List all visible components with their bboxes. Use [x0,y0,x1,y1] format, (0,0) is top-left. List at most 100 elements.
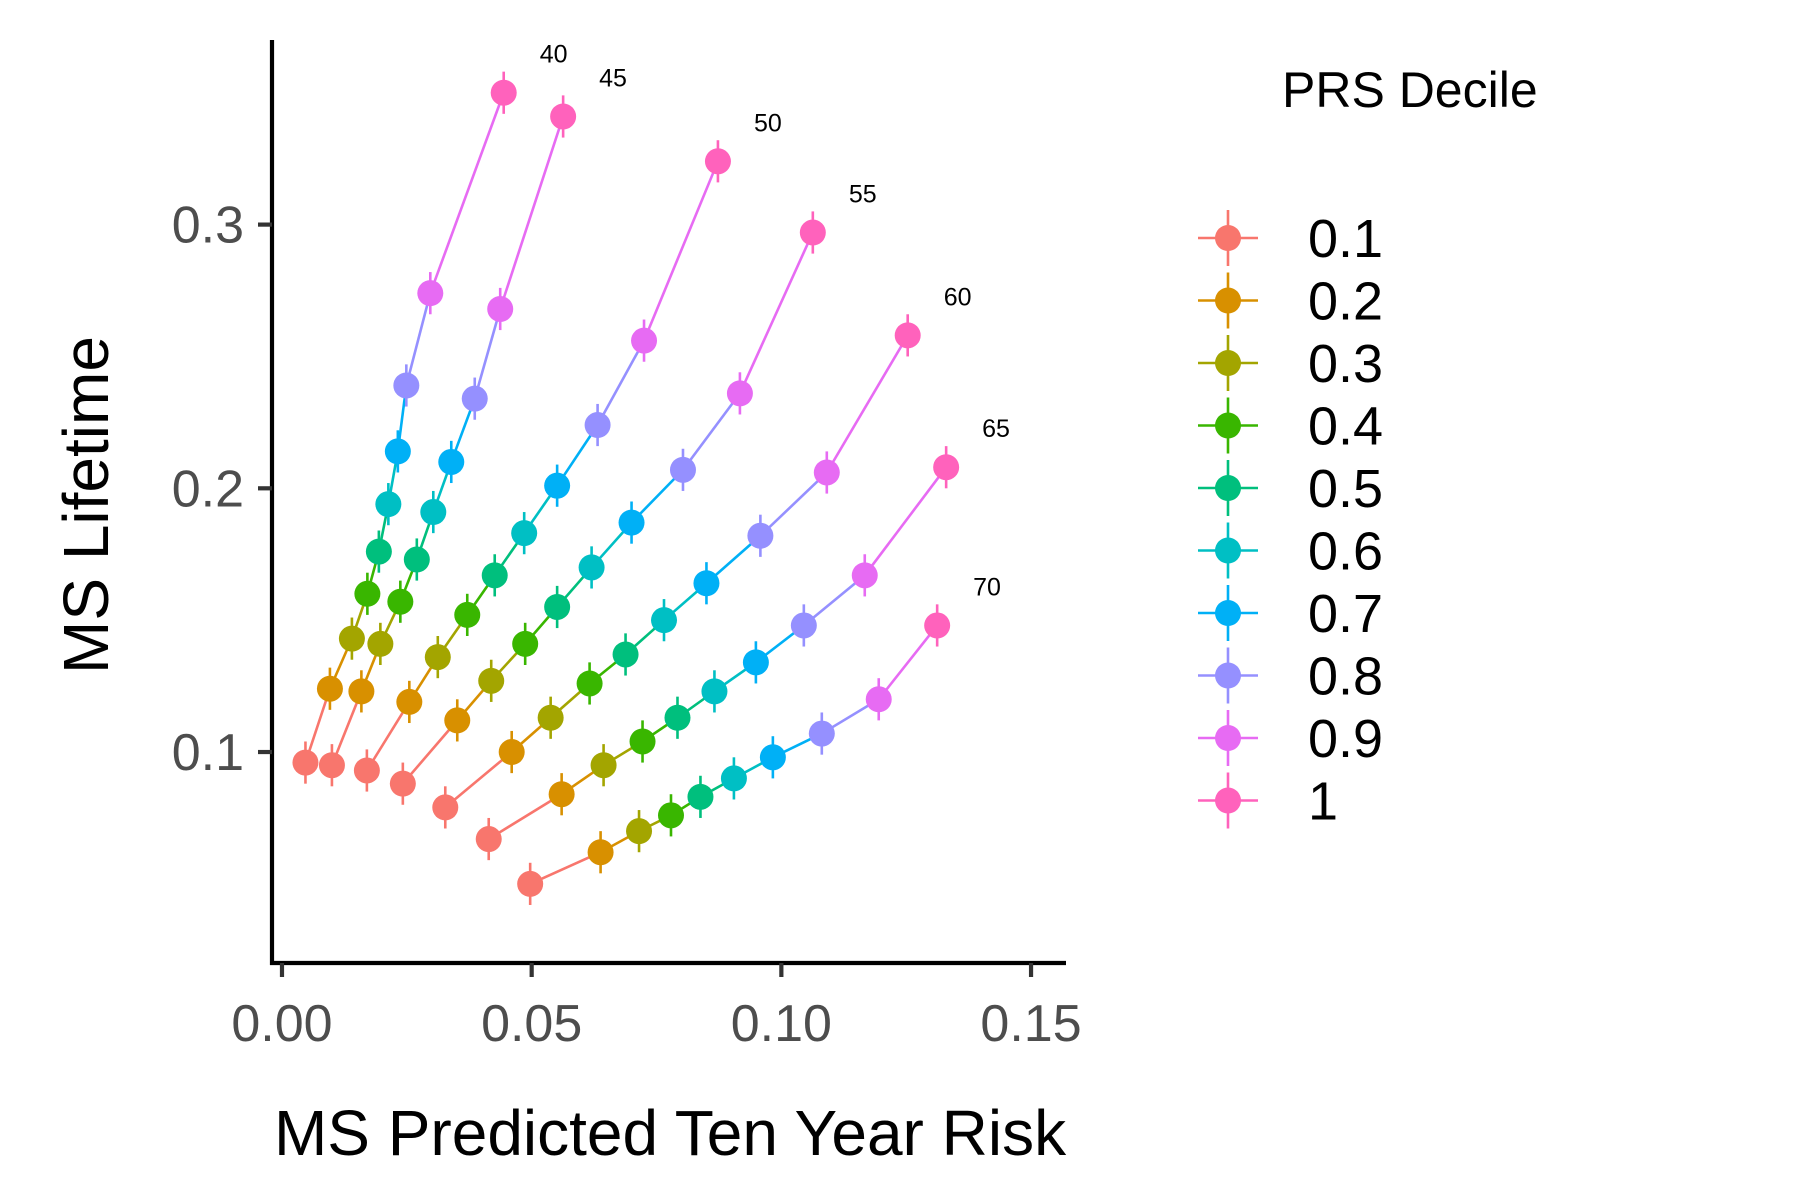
legend-key-point [1215,412,1241,439]
age-label: 55 [849,181,877,209]
data-point [813,459,840,486]
data-point [578,554,605,581]
data-point [481,562,508,589]
age-label: 45 [599,64,627,92]
data-point [626,818,653,845]
data-point [584,412,611,439]
series-line-segment [596,340,646,426]
series-age-55: 55 [389,181,877,805]
data-point [587,839,614,866]
data-point [742,649,769,676]
legend-label: 0.1 [1308,209,1383,269]
data-point [387,588,414,615]
data-point [576,670,603,697]
legend-item: 0.5 [1198,459,1383,519]
data-point [512,630,539,657]
data-point [544,593,571,620]
legend: PRS Decile 0.10.20.30.40.50.60.70.80.91 [1198,62,1538,832]
series-line-segment [825,334,909,474]
series-line-segment [738,231,815,394]
data-point [444,707,471,734]
data-point [432,794,459,821]
series-layer: 40 45 50 55 60 65 70 [292,41,1010,905]
data-point [894,322,921,349]
data-point [747,522,774,549]
legend-key-point [1215,662,1241,689]
data-point [651,607,678,634]
series-line-segment [681,392,741,471]
y-tick-label: 0.2 [172,460,244,518]
data-point [790,612,817,639]
series-line-segment [401,719,459,785]
legend-label: 1 [1308,772,1338,832]
data-point [478,667,505,694]
data-point [865,686,892,713]
series-age-50: 50 [353,109,782,792]
data-point [693,570,720,597]
data-point [417,280,444,307]
x-tick-label: 0.15 [980,995,1081,1053]
age-label: 60 [944,283,972,311]
legend-key-point [1215,287,1241,314]
data-point [704,148,731,175]
legend-label: 0.2 [1308,272,1383,332]
legend-key-point [1215,225,1241,251]
age-label: 70 [973,573,1001,601]
series-line-segment [642,160,720,342]
series-line-segment [473,308,502,400]
series-line-segment [444,751,513,809]
data-point [537,704,564,731]
data-point [720,765,747,792]
age-label: 65 [982,415,1010,443]
data-point [701,678,728,705]
x-tick-label: 0.00 [231,995,332,1053]
legend-item: 1 [1198,772,1338,832]
series-line-segment [759,471,828,537]
data-point [316,675,343,702]
data-point [420,499,447,526]
data-point [759,744,786,771]
series-line-segment [877,624,939,701]
legend-label: 0.7 [1308,584,1383,644]
legend-title: PRS Decile [1282,62,1538,118]
legend-item: 0.7 [1198,584,1383,644]
data-point [799,219,826,246]
series-line-segment [488,793,563,841]
x-tick-label: 0.05 [481,995,582,1053]
y-axis-ticks: 0.1 0.2 0.3 [172,197,272,782]
legend-items: 0.10.20.30.40.50.60.70.80.91 [1198,209,1383,832]
data-point [318,752,345,779]
data-point [550,103,577,130]
data-point [631,327,658,354]
data-point [461,385,488,412]
age-label: 40 [540,41,568,69]
series-line-segment [803,574,866,627]
data-point [808,720,835,747]
series-age-65: 65 [475,415,1010,861]
legend-key-point [1215,537,1241,564]
data-point [375,491,402,518]
series-age-60: 60 [432,283,972,829]
data-point [618,509,645,536]
data-point [454,601,481,628]
legend-label: 0.3 [1308,334,1383,394]
series-line-segment [330,690,363,766]
data-point [851,562,878,589]
data-point [389,770,416,797]
y-axis-title: MS Lifetime [50,336,122,674]
legend-item: 0.6 [1198,522,1383,582]
series-line-segment [365,701,411,772]
legend-key-point [1215,725,1241,751]
legend-key-point [1215,475,1241,501]
legend-key-point [1215,350,1241,376]
data-point [424,644,451,671]
data-point [348,678,375,705]
data-point [726,380,753,407]
data-point [490,79,517,106]
data-point [669,456,696,483]
data-point [353,757,380,784]
data-point [438,448,465,475]
data-point [544,472,571,499]
data-point [393,372,420,399]
